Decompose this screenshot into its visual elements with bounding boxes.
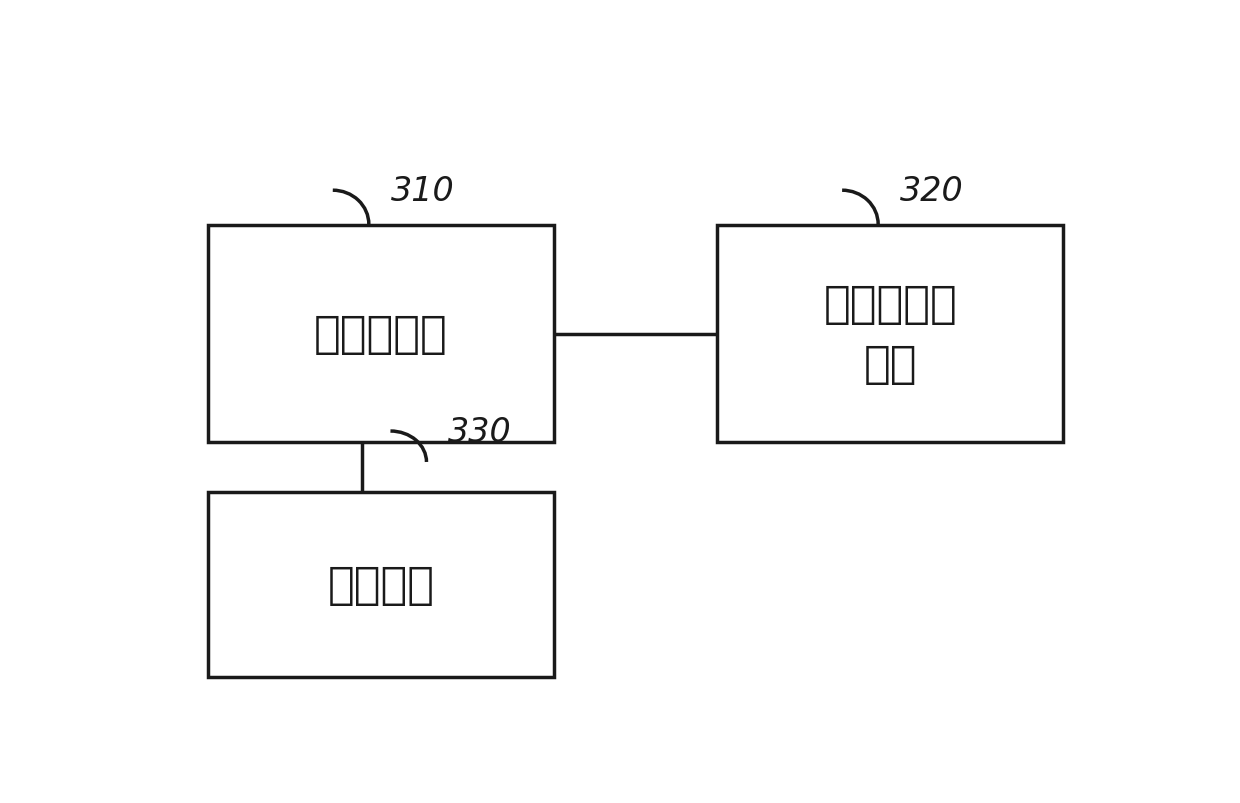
Text: 310: 310 — [391, 174, 454, 207]
Text: 激光共聚显
微镜: 激光共聚显 微镜 — [823, 283, 957, 386]
Bar — [717, 226, 1063, 442]
Text: 320: 320 — [900, 174, 963, 207]
Text: 330: 330 — [448, 415, 512, 448]
Bar — [208, 492, 554, 678]
Text: 电源设备: 电源设备 — [327, 564, 434, 606]
Bar — [208, 226, 554, 442]
Text: 计算机设备: 计算机设备 — [314, 313, 448, 356]
